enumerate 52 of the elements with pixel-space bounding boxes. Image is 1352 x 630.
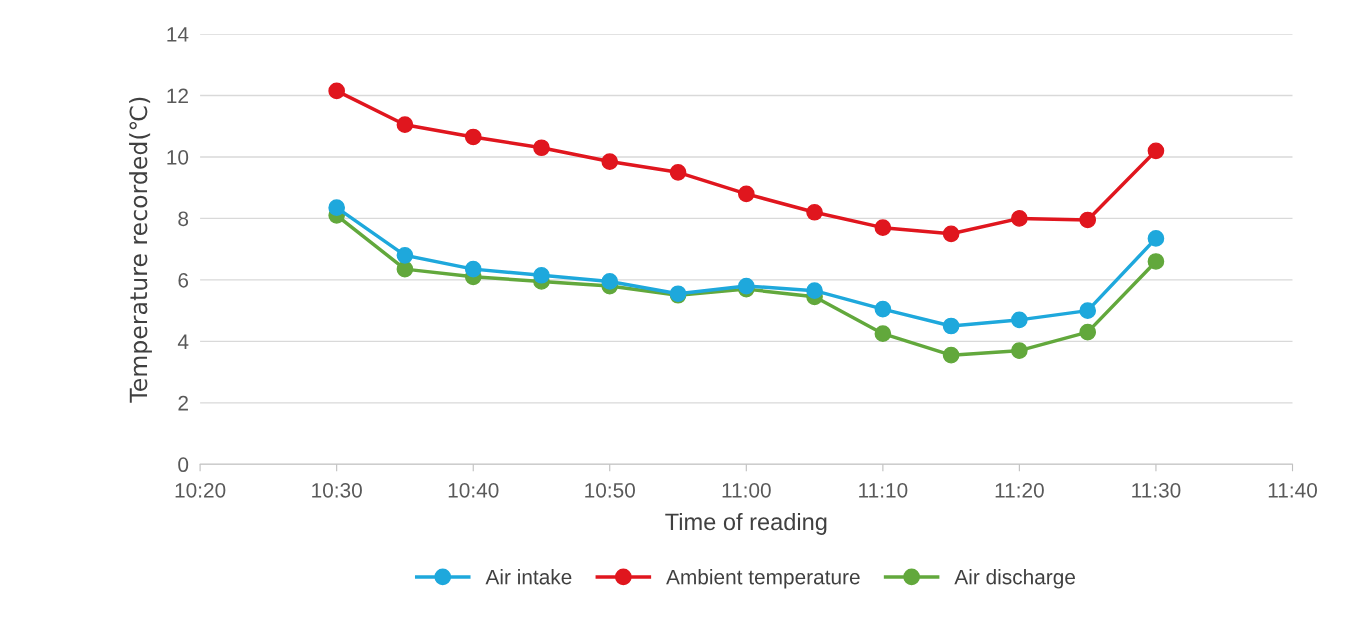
y-tick-label: 14 <box>167 27 189 42</box>
point <box>737 185 755 203</box>
x-tick-label: 11:10 <box>859 482 908 498</box>
x-tick-label: 11:40 <box>1268 482 1317 498</box>
point <box>464 260 482 278</box>
point <box>396 116 414 134</box>
y-tick-label: 2 <box>178 395 188 411</box>
y-tick-label: 6 <box>178 272 189 288</box>
point <box>874 300 892 318</box>
x-tick-label: 10:20 <box>175 482 226 498</box>
point <box>1147 142 1165 160</box>
point <box>669 163 687 181</box>
point <box>942 317 960 335</box>
x-tick-label: 11:20 <box>995 482 1044 498</box>
point <box>1079 211 1097 229</box>
point <box>601 153 619 170</box>
point <box>533 139 550 157</box>
point <box>874 219 892 236</box>
point <box>464 128 482 146</box>
point <box>806 282 823 299</box>
x-tick-label: 11:00 <box>722 482 771 498</box>
y-tick-label: 4 <box>177 334 189 349</box>
point <box>533 266 550 284</box>
point <box>328 82 346 100</box>
point <box>328 199 346 217</box>
point <box>1011 210 1028 227</box>
y-tick-label: 10 <box>167 149 189 165</box>
point <box>1011 311 1028 329</box>
point <box>1147 230 1165 247</box>
point <box>874 325 892 343</box>
x-tick-label: 10:50 <box>585 482 635 498</box>
point <box>396 246 414 264</box>
legend-label: Air discharge <box>954 569 1075 589</box>
point <box>942 346 960 364</box>
y-tick-label: 8 <box>178 211 189 227</box>
x-tick-label: 11:30 <box>1132 482 1181 498</box>
point <box>1079 302 1097 319</box>
point <box>1147 253 1165 270</box>
x-tick-label: 10:40 <box>448 482 499 498</box>
x-axis-title: Time of reading <box>665 512 827 535</box>
legend-label: Ambient temperature <box>666 569 860 589</box>
legend-label: Air intake <box>485 569 572 585</box>
y-tick-label: 12 <box>167 88 188 104</box>
x-tick-label: 10:30 <box>312 482 362 498</box>
point <box>1011 342 1028 359</box>
point <box>806 203 823 221</box>
y-tick-label: 0 <box>178 457 189 473</box>
y-axis-title: Temperature recorded(℃) <box>129 97 152 403</box>
point <box>601 273 619 290</box>
point <box>1079 323 1097 341</box>
point <box>942 225 960 243</box>
point <box>396 260 414 278</box>
